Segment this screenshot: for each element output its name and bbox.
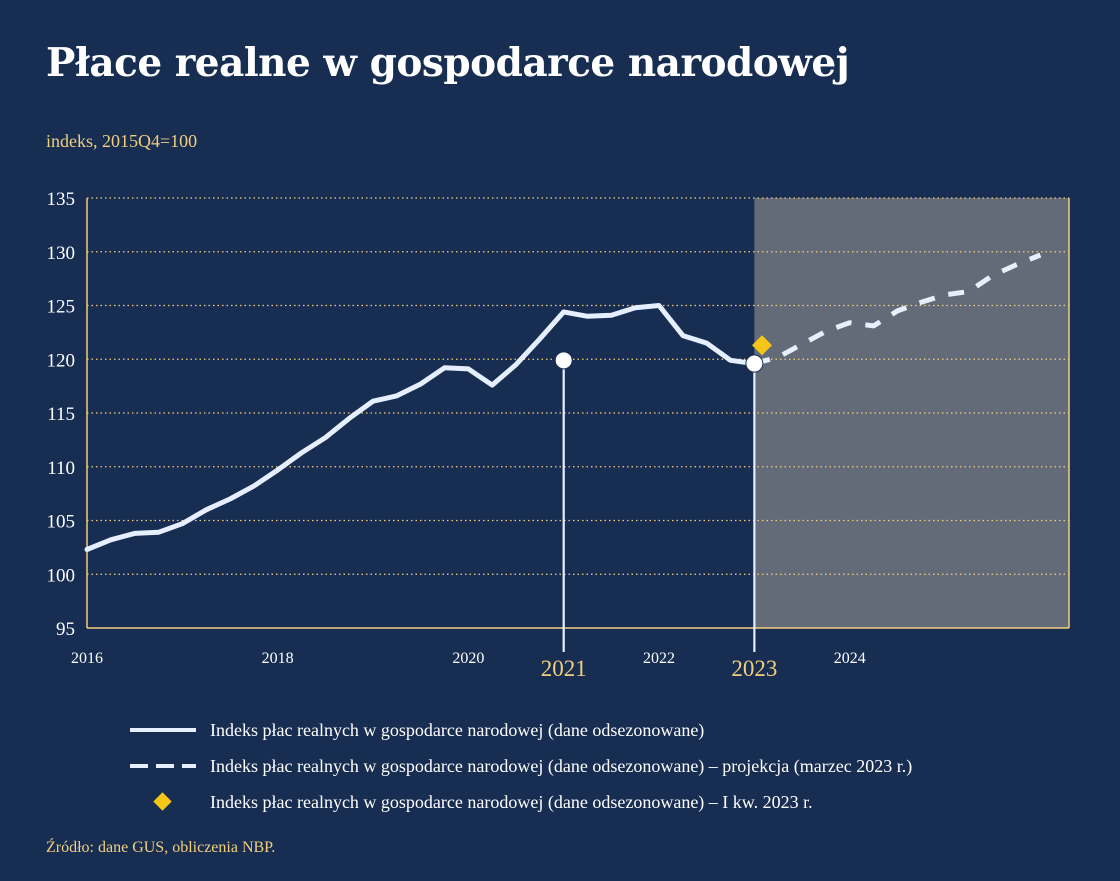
source-note: Źródło: dane GUS, obliczenia NBP. xyxy=(46,839,276,856)
x-tick-label-highlight: 2021 xyxy=(541,656,587,681)
y-tick-label: 135 xyxy=(47,189,76,210)
unit-label: indeks, 2015Q4=100 xyxy=(46,131,198,151)
legend: Indeks płac realnych w gospodarce narodo… xyxy=(130,712,912,820)
x-tick-label: 2022 xyxy=(643,650,675,667)
y-tick-label: 125 xyxy=(47,297,76,318)
legend-swatch-solid xyxy=(130,720,196,740)
y-tick-label: 130 xyxy=(47,243,76,264)
actual-line xyxy=(84,303,757,552)
legend-item-projection: Indeks płac realnych w gospodarce narodo… xyxy=(130,748,912,784)
x-tick-label: 2018 xyxy=(262,650,294,667)
y-tick-label: 105 xyxy=(47,512,76,533)
y-tick-label: 115 xyxy=(47,404,75,425)
legend-item-q1-2023: Indeks płac realnych w gospodarce narodo… xyxy=(130,784,912,820)
x-tick-label-highlight: 2023 xyxy=(731,656,777,681)
legend-label: Indeks płac realnych w gospodarce narodo… xyxy=(210,755,913,776)
y-tick-label: 120 xyxy=(47,350,76,371)
x-tick-label: 2020 xyxy=(452,650,484,667)
chart-title: Płace realne w gospodarce narodowej xyxy=(46,40,850,86)
highlight-point xyxy=(745,354,764,373)
legend-label: Indeks płac realnych w gospodarce narodo… xyxy=(210,791,813,812)
q1-2023-marker xyxy=(752,335,773,356)
legend-swatch-marker xyxy=(130,792,196,812)
projection-line xyxy=(753,252,1042,367)
y-tick-label: 100 xyxy=(47,565,76,586)
y-tick-label: 110 xyxy=(47,458,75,479)
highlight-point xyxy=(554,351,573,370)
x-tick-label: 2016 xyxy=(71,650,103,667)
x-tick-label: 2024 xyxy=(834,650,866,667)
y-tick-label: 95 xyxy=(56,619,75,640)
legend-item-actual: Indeks płac realnych w gospodarce narodo… xyxy=(130,712,912,748)
legend-label: Indeks płac realnych w gospodarce narodo… xyxy=(210,719,705,740)
legend-swatch-dashed xyxy=(130,756,196,776)
